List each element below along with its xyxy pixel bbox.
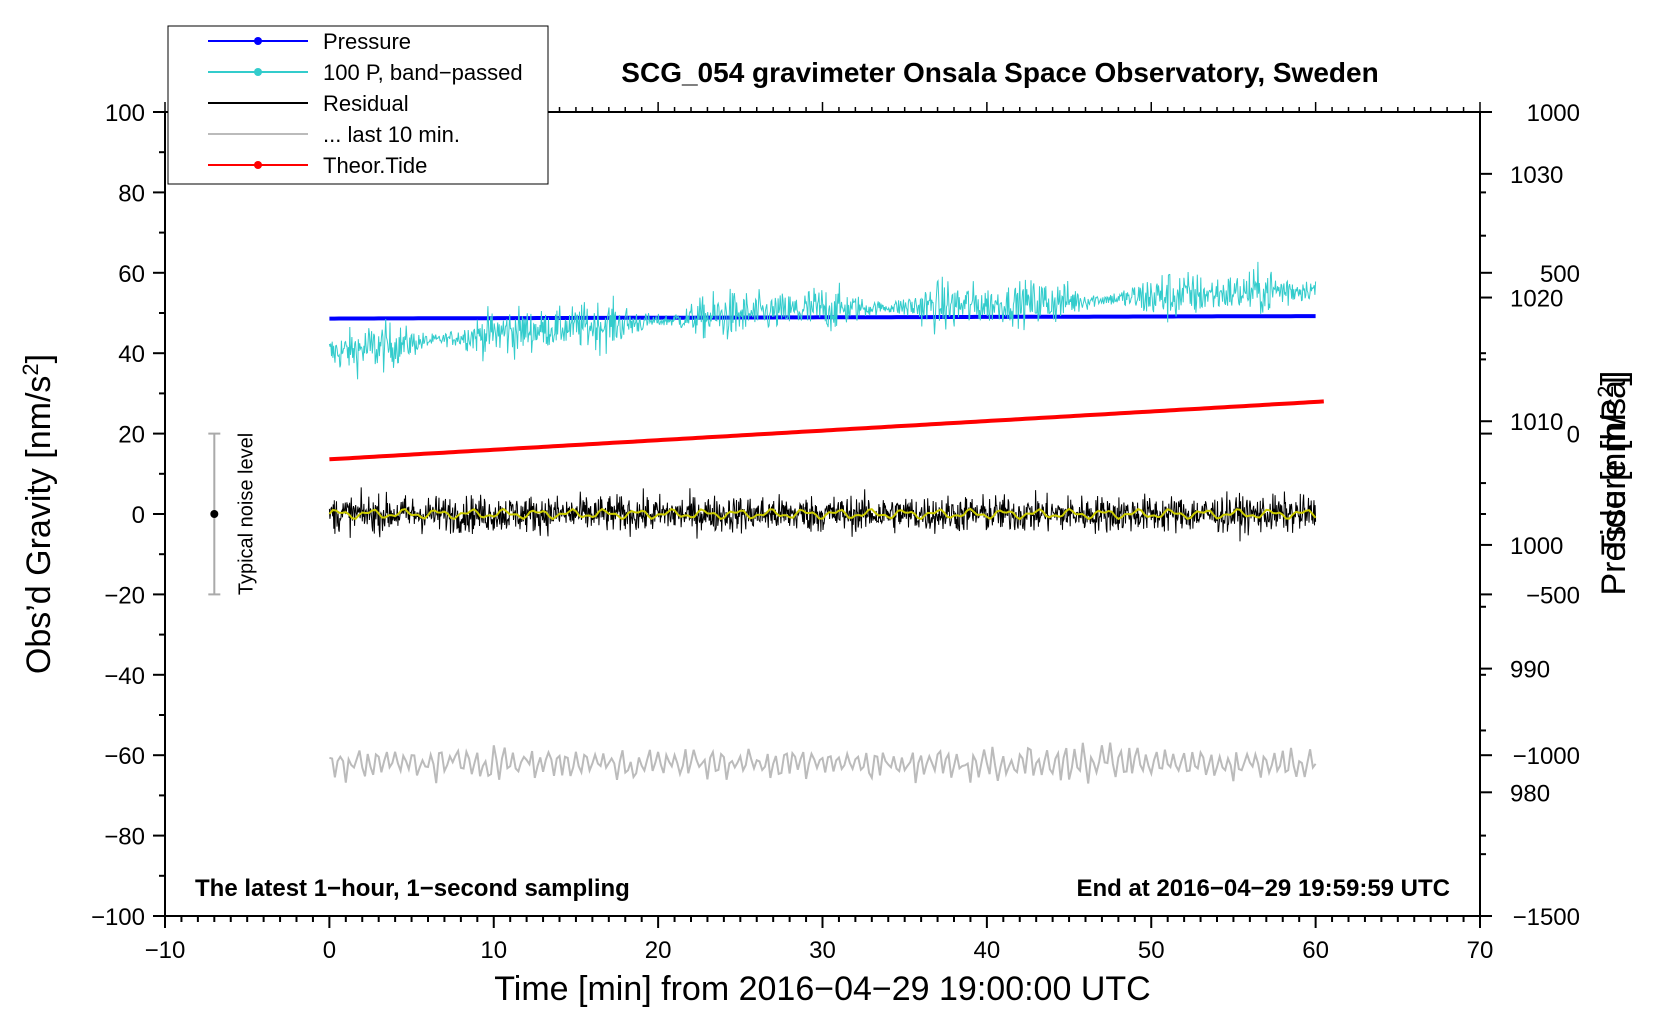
tide-axis-ticks xyxy=(1480,111,1492,917)
legend-marker xyxy=(254,37,262,45)
legend-label: 100 P, band−passed xyxy=(323,60,523,85)
legend-label: Pressure xyxy=(323,29,411,54)
x-tick-label: 60 xyxy=(1302,937,1329,964)
y-tick-label: 0 xyxy=(132,502,145,529)
x-tick-label: 0 xyxy=(323,937,336,964)
pressure-tick-label: 1020 xyxy=(1510,286,1563,313)
y-tick-label: 80 xyxy=(118,180,145,207)
end-time-annotation: End at 2016−04−29 19:59:59 UTC xyxy=(1076,875,1450,902)
x-axis-label: Time [min] from 2016−04−29 19:00:00 UTC xyxy=(494,970,1150,1008)
y-axis-label-end: ] xyxy=(20,354,58,363)
y-tick-label: −40 xyxy=(104,663,145,690)
pressure-axis-label: Pressure [hPa] xyxy=(1595,371,1633,596)
legend-label: Residual xyxy=(323,91,409,116)
x-tick-label: 10 xyxy=(480,937,507,964)
sampling-annotation: The latest 1−hour, 1−second sampling xyxy=(195,875,630,902)
tide-tick-label: −500 xyxy=(1526,582,1580,609)
legend-marker xyxy=(254,161,262,169)
x-tick-label: 70 xyxy=(1467,937,1494,964)
x-axis-tick-labels: −10 0 10 20 30 40 50 60 70 xyxy=(145,937,1494,964)
x-tick-label: 30 xyxy=(809,937,836,964)
pressure-tick-label: 1010 xyxy=(1510,409,1563,436)
y-tick-label: 20 xyxy=(118,422,145,449)
y-axis-ticks xyxy=(153,111,165,917)
legend-label: Theor.Tide xyxy=(323,153,427,178)
tide-tick-label: 1000 xyxy=(1527,100,1580,127)
x-tick-label: 40 xyxy=(974,937,1001,964)
y-tick-label: −80 xyxy=(104,824,145,851)
y-axis-label-main: Obs’d Gravity [nm/s xyxy=(20,376,58,675)
pressure-tick-label: 990 xyxy=(1510,657,1550,684)
y-tick-label: −100 xyxy=(91,904,145,931)
legend-label: ... last 10 min. xyxy=(323,122,460,147)
x-tick-label: 20 xyxy=(645,937,672,964)
pressure-tick-label: 1000 xyxy=(1510,533,1563,560)
y-tick-label: −20 xyxy=(104,582,145,609)
tide-tick-label: 500 xyxy=(1540,261,1580,288)
series-line-residual-smoothed xyxy=(328,507,1317,521)
x-tick-label: −10 xyxy=(145,937,186,964)
series-line-pressure xyxy=(329,314,1316,321)
tide-tick-label: 0 xyxy=(1567,422,1580,449)
series-line-last-10-min xyxy=(329,742,1317,784)
pressure-tick-label: 980 xyxy=(1510,780,1550,807)
tide-axis-tick-labels: 1000 500 0 −500 −1000 −1500 xyxy=(1513,100,1580,931)
x-tick-label: 50 xyxy=(1138,937,1165,964)
pressure-tick-label: 1030 xyxy=(1510,162,1563,189)
tide-tick-label: −1500 xyxy=(1513,904,1580,931)
y-tick-label: 100 xyxy=(105,100,145,127)
y-tick-label: −60 xyxy=(104,743,145,770)
series-line-residual xyxy=(328,487,1317,542)
series-line-theoretical-tide xyxy=(329,399,1324,462)
pressure-axis-ticks xyxy=(1480,111,1492,856)
legend: Pressure 100 P, band−passed Residual ... la… xyxy=(167,25,549,185)
tide-axis-label: Tide [nm/s2] xyxy=(1593,376,1633,555)
legend-marker xyxy=(254,68,262,76)
noise-center-dot xyxy=(210,510,219,518)
pressure-axis-tick-labels: 1030 1020 1010 1000 990 980 xyxy=(1510,162,1563,807)
y-tick-label: 60 xyxy=(118,261,145,288)
legend-box xyxy=(167,25,549,185)
noise-level-indicator: Typical noise level xyxy=(208,432,257,596)
noise-level-label: Typical noise level xyxy=(235,433,257,595)
y-axis-label-superscript: 2 xyxy=(18,363,43,375)
series-layer xyxy=(328,261,1324,784)
tide-axis-label-main: Tide [nm/s xyxy=(1595,398,1633,555)
y-axis-label: Obs’d Gravity [nm/s2] xyxy=(18,354,58,674)
tide-tick-label: −1000 xyxy=(1513,743,1580,770)
tide-axis-label-superscript: 2 xyxy=(1593,386,1618,398)
y-tick-label: 40 xyxy=(118,341,145,368)
series-line-band-passed-pressure xyxy=(328,261,1317,380)
chart-title: SCG_054 gravimeter Onsala Space Observat… xyxy=(621,57,1378,88)
tide-axis-label-end: ] xyxy=(1595,376,1633,385)
y-axis-tick-labels: 100 80 60 40 20 0 −20 −40 −60 −80 −100 xyxy=(91,100,145,931)
